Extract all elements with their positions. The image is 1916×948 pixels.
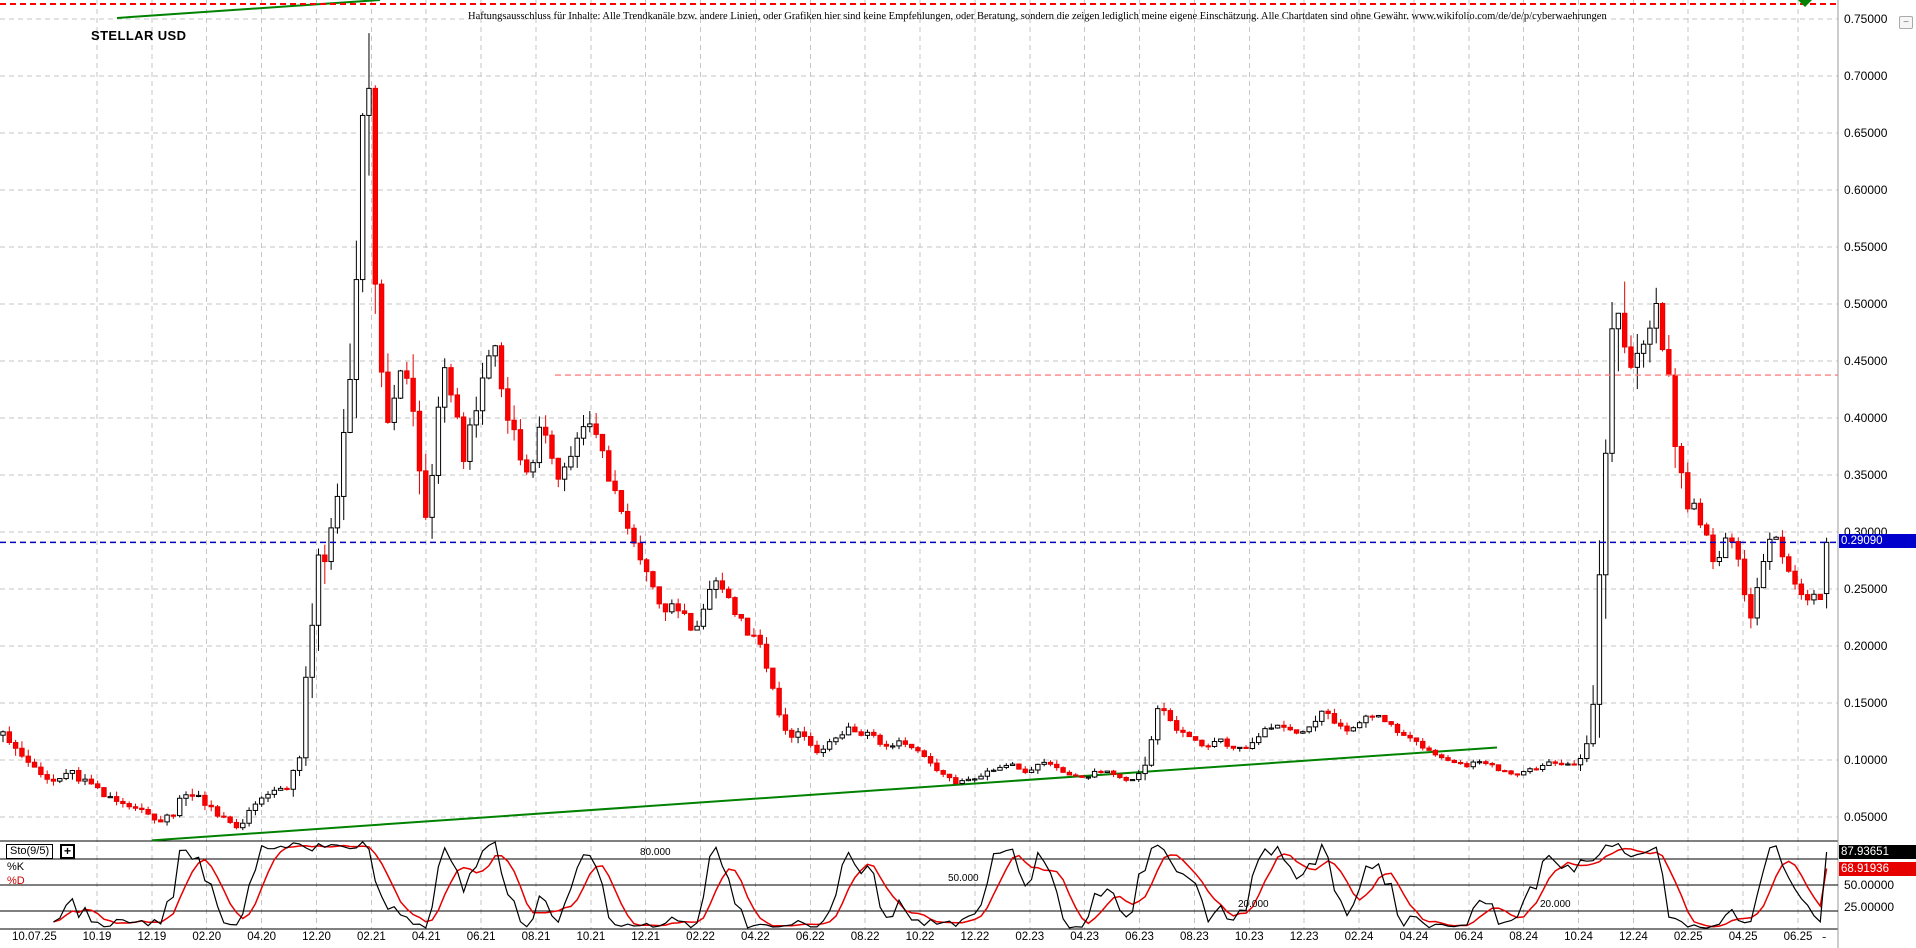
add-indicator-button[interactable]: +: [60, 844, 75, 859]
price-tick-label: 0.65000: [1844, 126, 1888, 140]
price-tick-label: 0.15000: [1844, 696, 1888, 710]
oscillator-tick-label: 50.00000: [1844, 878, 1895, 892]
date-tick-label: 02.23: [1015, 931, 1045, 943]
oscillator-level-label: 80.000: [640, 846, 671, 858]
date-tick-label: 06.23: [1125, 931, 1154, 943]
oscillator-level-label: 20.000: [1238, 899, 1269, 911]
axis-collapse-button[interactable]: −: [1899, 16, 1913, 29]
price-tick-label: 0.70000: [1844, 69, 1888, 83]
trendline-offscreen-marker: [1798, 0, 1812, 7]
date-tick-label: 06.24: [1454, 931, 1484, 943]
date-tick-label: 08.22: [850, 931, 880, 943]
price-tick-label: 0.45000: [1844, 354, 1888, 368]
date-tick-label: 12.19: [137, 931, 167, 943]
date-tick-label: 12.20: [302, 931, 331, 943]
date-tick-label: 06.22: [795, 931, 825, 943]
date-tick-label: 02.21: [356, 931, 386, 943]
price-tick-label: 0.35000: [1844, 468, 1888, 482]
panel-resize-handle[interactable]: -: [1822, 929, 1827, 944]
date-tick-label: 12.23: [1289, 931, 1319, 943]
k-line-label: %K: [7, 861, 25, 873]
date-tick-label: 10.19: [82, 931, 112, 943]
page-title: STELLAR USD: [91, 28, 187, 43]
date-tick-label: 02.22: [686, 931, 715, 943]
disclaimer-text: Haftungsausschluss für Inhalte: Alle Tre…: [468, 11, 1607, 22]
price-tick-label: 0.20000: [1844, 639, 1888, 653]
oscillator-level-label: 50.000: [948, 873, 979, 884]
d-line-label: %D: [7, 875, 25, 887]
k-value-tag: 87.93651: [1839, 844, 1916, 859]
date-tick-label: 02.20: [192, 931, 222, 943]
oscillator-level-label: 20.000: [1540, 899, 1571, 911]
price-tick-label: 0.75000: [1844, 12, 1888, 26]
price-tick-label: 0.60000: [1844, 183, 1888, 197]
price-tick-label: 0.05000: [1844, 810, 1888, 824]
date-tick-label: 04.25: [1728, 931, 1758, 943]
date-tick-label: 04.21: [411, 931, 441, 943]
date-tick-label: 10.23: [1234, 931, 1264, 943]
date-tick-label: 08.21: [521, 931, 551, 943]
price-tick-label: 0.10000: [1844, 753, 1888, 767]
price-tick-label: 0.40000: [1844, 411, 1888, 425]
date-tick-label: 08.23: [1180, 931, 1209, 943]
date-tick-label: 04.24: [1399, 931, 1429, 943]
price-tick-label: 0.55000: [1844, 240, 1888, 254]
oscillator-tick-label: 25.00000: [1844, 899, 1895, 914]
date-tick-label: 08.24: [1509, 931, 1538, 943]
date-tick-label: 10.21: [576, 931, 606, 943]
current-price-tag: 0.29090: [1839, 534, 1916, 549]
d-value-tag: 68.91936: [1839, 861, 1916, 876]
date-tick-label: 02.24: [1344, 931, 1374, 943]
date-tick-label: 12.24: [1618, 931, 1648, 943]
current-date-label: 10.07.25: [12, 931, 57, 943]
date-tick-label: 06.25: [1783, 931, 1813, 943]
date-tick-label: 10.24: [1564, 931, 1593, 943]
stochastic-settings-button[interactable]: Sto(9/5): [6, 844, 54, 859]
date-tick-label: 06.21: [466, 931, 496, 943]
date-tick-label: 10.22: [905, 931, 935, 943]
date-tick-label: 02.25: [1673, 931, 1703, 943]
date-tick-label: 04.20: [247, 931, 276, 943]
date-tick-label: 12.22: [960, 931, 990, 943]
date-tick-label: 12.21: [631, 931, 661, 943]
date-tick-label: 04.23: [1070, 931, 1100, 943]
price-tick-label: 0.25000: [1844, 582, 1888, 596]
date-tick-label: 04.22: [741, 931, 770, 943]
price-tick-label: 0.50000: [1844, 297, 1888, 311]
